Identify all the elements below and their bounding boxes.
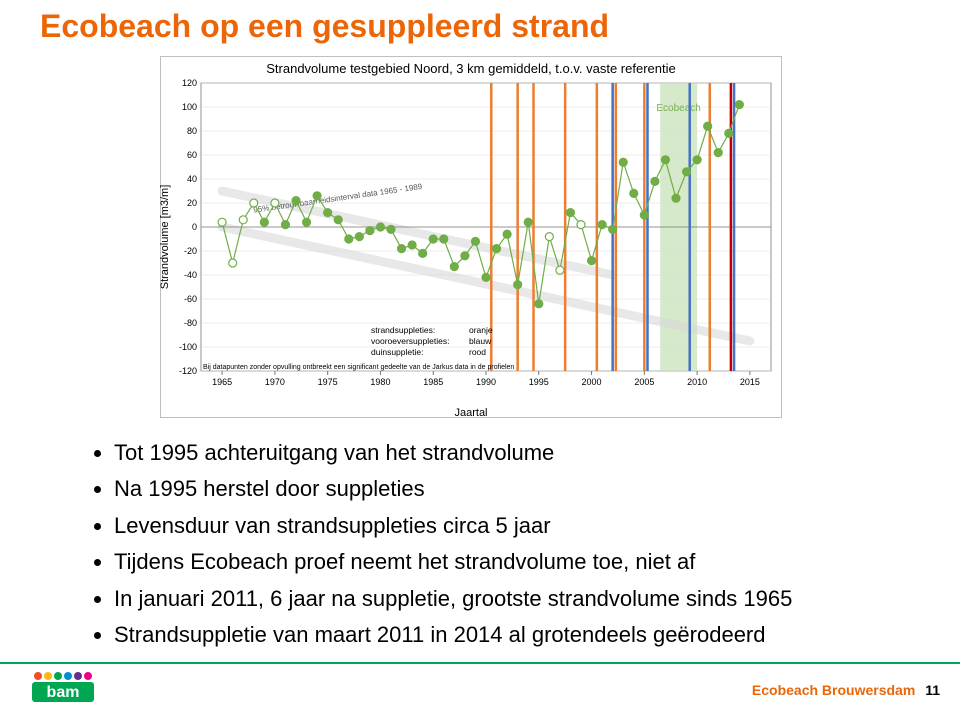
bullet-item: In januari 2011, 6 jaar na suppletie, gr… xyxy=(114,586,890,612)
bullet-item: Strandsuppletie van maart 2011 in 2014 a… xyxy=(114,622,890,648)
chart-svg: Ecobeach95% betrouwbaarheidsinterval dat… xyxy=(161,77,781,407)
bullet-item: Tot 1995 achteruitgang van het strandvol… xyxy=(114,440,890,466)
svg-text:Ecobeach: Ecobeach xyxy=(656,103,700,114)
svg-text:-100: -100 xyxy=(179,342,197,352)
bam-logo: bam xyxy=(28,670,128,704)
footer-label: Ecobeach Brouwersdam xyxy=(752,682,915,698)
svg-text:1980: 1980 xyxy=(370,377,390,387)
svg-text:vooroeversuppleties:: vooroeversuppleties: xyxy=(371,336,449,346)
svg-text:Bij datapunten zonder opvullin: Bij datapunten zonder opvulling ontbreek… xyxy=(203,364,514,371)
svg-text:blauw: blauw xyxy=(469,336,492,346)
bullet-list: Tot 1995 achteruitgang van het strandvol… xyxy=(90,440,890,658)
svg-text:duinsuppletie:: duinsuppletie: xyxy=(371,347,423,357)
svg-text:120: 120 xyxy=(182,78,197,88)
svg-text:rood: rood xyxy=(469,347,486,357)
svg-text:-20: -20 xyxy=(184,246,197,256)
svg-text:-80: -80 xyxy=(184,318,197,328)
svg-text:-60: -60 xyxy=(184,294,197,304)
bullet-item: Tijdens Ecobeach proef neemt het strandv… xyxy=(114,549,890,575)
svg-text:oranje: oranje xyxy=(469,325,493,335)
svg-text:1975: 1975 xyxy=(318,377,338,387)
svg-text:1970: 1970 xyxy=(265,377,285,387)
footer-text: Ecobeach Brouwersdam 11 xyxy=(752,682,940,698)
page-number: 11 xyxy=(925,682,940,698)
svg-text:1985: 1985 xyxy=(423,377,443,387)
svg-text:2010: 2010 xyxy=(687,377,707,387)
chart-container: Strandvolume testgebied Noord, 3 km gemi… xyxy=(160,56,782,418)
svg-text:20: 20 xyxy=(187,198,197,208)
svg-text:1990: 1990 xyxy=(476,377,496,387)
svg-text:2015: 2015 xyxy=(740,377,760,387)
svg-text:2000: 2000 xyxy=(582,377,602,387)
svg-text:1965: 1965 xyxy=(212,377,232,387)
svg-text:1995: 1995 xyxy=(529,377,549,387)
chart-xlabel: Jaartal xyxy=(161,407,781,419)
svg-text:strandsuppleties:: strandsuppleties: xyxy=(371,325,435,335)
slide-footer: bam Ecobeach Brouwersdam 11 xyxy=(0,662,960,710)
svg-text:bam: bam xyxy=(47,684,80,701)
svg-text:-120: -120 xyxy=(179,366,197,376)
svg-text:0: 0 xyxy=(192,222,197,232)
footer-line xyxy=(0,662,960,664)
svg-text:80: 80 xyxy=(187,126,197,136)
bullet-item: Levensduur van strandsuppleties circa 5 … xyxy=(114,513,890,539)
svg-text:60: 60 xyxy=(187,150,197,160)
bullet-item: Na 1995 herstel door suppleties xyxy=(114,476,890,502)
svg-text:2005: 2005 xyxy=(634,377,654,387)
chart-title: Strandvolume testgebied Noord, 3 km gemi… xyxy=(161,61,781,76)
svg-text:-40: -40 xyxy=(184,270,197,280)
svg-text:100: 100 xyxy=(182,102,197,112)
svg-text:40: 40 xyxy=(187,174,197,184)
slide-title: Ecobeach op een gesuppleerd strand xyxy=(40,8,609,45)
